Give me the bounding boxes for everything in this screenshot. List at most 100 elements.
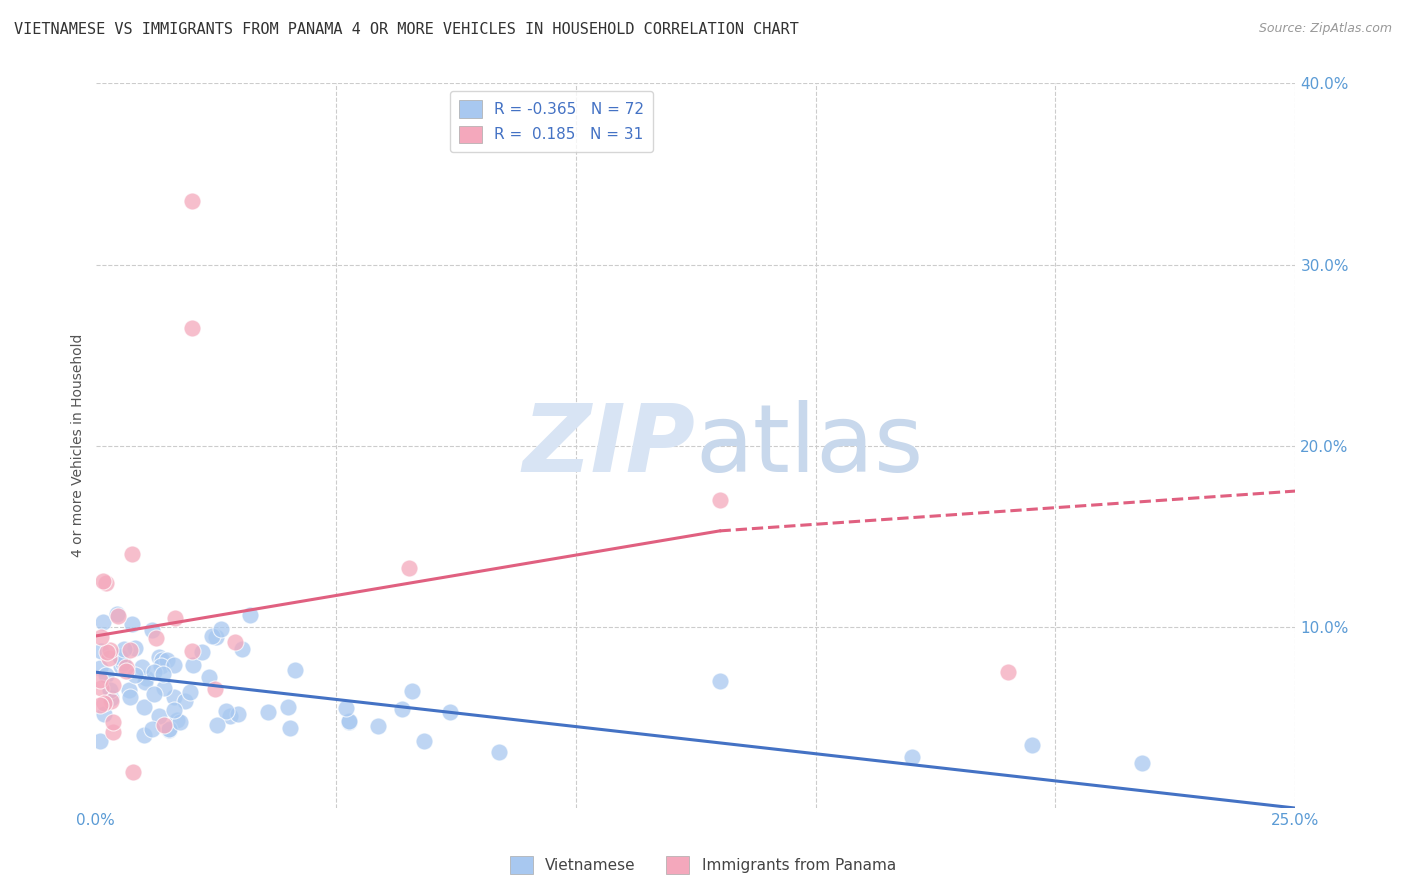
Point — [96, 645, 118, 659]
Point — [224, 634, 246, 648]
Point — [174, 694, 197, 708]
Point — [228, 706, 250, 721]
Point — [180, 321, 202, 335]
Point — [89, 661, 111, 675]
Point — [114, 665, 136, 679]
Point — [1130, 756, 1153, 770]
Legend: R = -0.365   N = 72, R =  0.185   N = 31: R = -0.365 N = 72, R = 0.185 N = 31 — [450, 91, 654, 153]
Point — [118, 642, 141, 657]
Point — [148, 649, 170, 664]
Point — [391, 702, 413, 716]
Point — [100, 691, 122, 706]
Text: atlas: atlas — [696, 400, 924, 491]
Point — [179, 685, 201, 699]
Point — [367, 719, 389, 733]
Point — [149, 659, 172, 673]
Text: Source: ZipAtlas.com: Source: ZipAtlas.com — [1258, 22, 1392, 36]
Point — [197, 670, 219, 684]
Point — [181, 644, 204, 658]
Point — [134, 675, 156, 690]
Point — [163, 611, 186, 625]
Point — [398, 561, 420, 575]
Point — [900, 750, 922, 764]
Point — [100, 642, 122, 657]
Point — [157, 723, 180, 737]
Point — [181, 658, 204, 673]
Point — [284, 663, 307, 677]
Point — [96, 576, 118, 591]
Text: VIETNAMESE VS IMMIGRANTS FROM PANAMA 4 OR MORE VEHICLES IN HOUSEHOLD CORRELATION: VIETNAMESE VS IMMIGRANTS FROM PANAMA 4 O… — [14, 22, 799, 37]
Point — [105, 607, 128, 621]
Point — [218, 709, 240, 723]
Point — [89, 698, 111, 713]
Point — [209, 622, 232, 636]
Point — [148, 709, 170, 723]
Y-axis label: 4 or more Vehicles in Household: 4 or more Vehicles in Household — [72, 334, 86, 558]
Point — [709, 493, 731, 508]
Point — [997, 665, 1019, 680]
Point — [100, 682, 122, 697]
Point — [90, 630, 112, 644]
Point — [124, 640, 146, 655]
Point — [118, 690, 141, 704]
Point — [143, 665, 166, 680]
Point — [90, 644, 112, 658]
Legend: Vietnamese, Immigrants from Panama: Vietnamese, Immigrants from Panama — [503, 850, 903, 880]
Point — [145, 632, 167, 646]
Point — [335, 701, 357, 715]
Point — [152, 667, 174, 681]
Point — [401, 684, 423, 698]
Point — [110, 658, 132, 673]
Point — [107, 609, 129, 624]
Point — [204, 631, 226, 645]
Point — [141, 623, 163, 637]
Point — [153, 717, 176, 731]
Point — [135, 671, 157, 685]
Point — [101, 725, 124, 739]
Point — [215, 704, 238, 718]
Point — [93, 707, 115, 722]
Point — [157, 723, 180, 737]
Point — [118, 683, 141, 698]
Point — [108, 650, 131, 665]
Text: ZIP: ZIP — [523, 400, 696, 491]
Point — [180, 194, 202, 209]
Point — [89, 673, 111, 688]
Point — [205, 717, 228, 731]
Point — [169, 714, 191, 729]
Point — [89, 733, 111, 747]
Point — [93, 696, 115, 710]
Point — [132, 699, 155, 714]
Point — [153, 681, 176, 695]
Point — [142, 687, 165, 701]
Point — [156, 653, 179, 667]
Point — [239, 607, 262, 622]
Point — [121, 616, 143, 631]
Point — [439, 705, 461, 719]
Point — [141, 722, 163, 736]
Point — [231, 642, 253, 657]
Point — [166, 713, 188, 727]
Point — [91, 615, 114, 629]
Point — [163, 690, 186, 705]
Point — [150, 653, 173, 667]
Point — [256, 705, 278, 719]
Point — [90, 681, 112, 696]
Point — [121, 764, 143, 779]
Point — [163, 658, 186, 673]
Point — [163, 703, 186, 717]
Point — [94, 667, 117, 681]
Point — [413, 733, 436, 747]
Point — [339, 715, 361, 730]
Point — [134, 728, 156, 742]
Point — [204, 681, 226, 696]
Point — [131, 660, 153, 674]
Point — [112, 656, 135, 670]
Point — [337, 714, 360, 729]
Point — [101, 678, 124, 692]
Point — [124, 668, 146, 682]
Point — [115, 660, 138, 674]
Point — [98, 651, 121, 665]
Point — [201, 629, 224, 643]
Point — [121, 547, 143, 561]
